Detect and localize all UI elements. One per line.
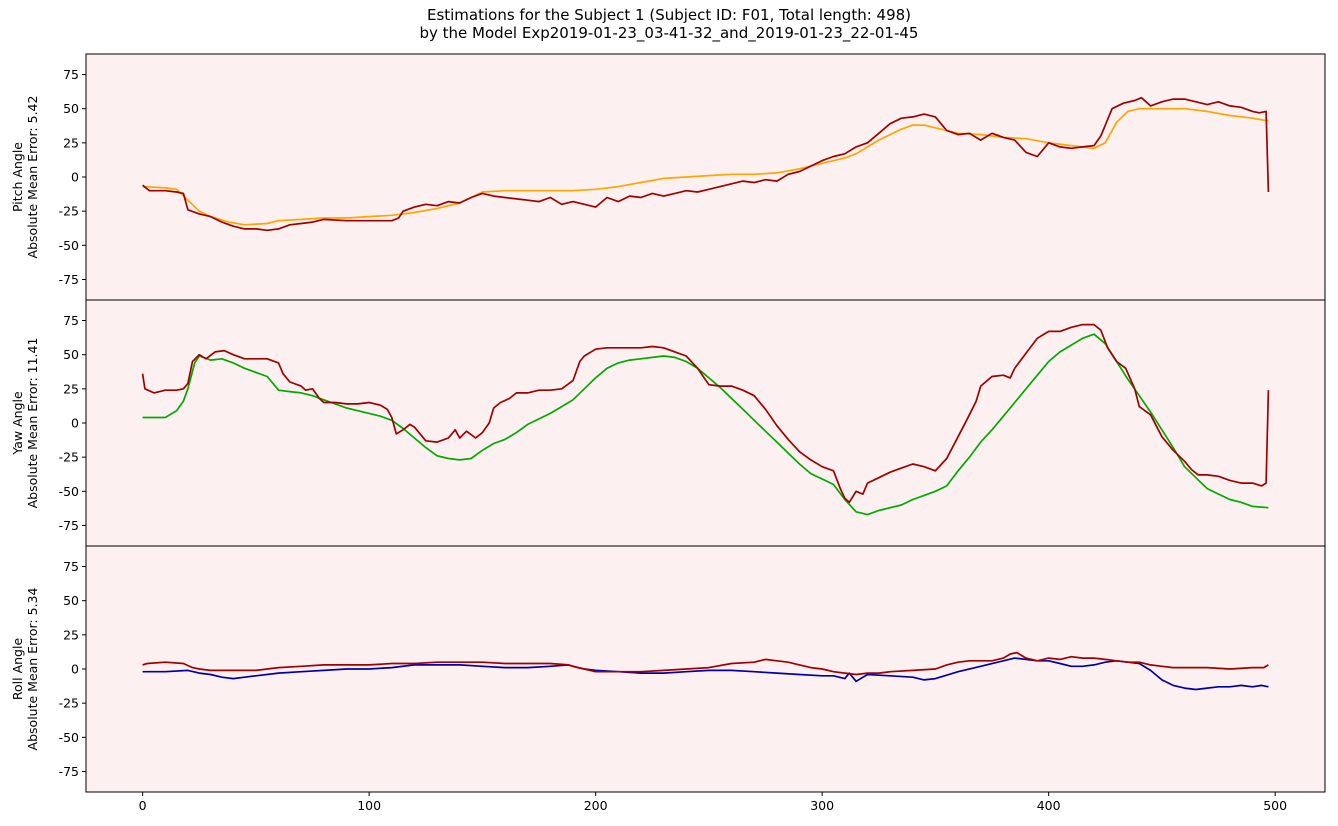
yaw-ytick-label: 0 <box>71 416 79 431</box>
chart-title-line-2: by the Model Exp2019-01-23_03-41-32_and_… <box>420 24 919 43</box>
yaw-panel: -75 -50 -25 0 25 50 75 Yaw AngleAbsolute Mean E… <box>10 299 1326 547</box>
roll-frame <box>85 545 1326 793</box>
pitch-panel: -75 -50 -25 0 25 50 75 Pitch AngleAbsolute Mean… <box>10 53 1326 301</box>
pitch-ytick-label: -25 <box>59 204 79 219</box>
pitch-plot-area <box>86 54 1325 300</box>
roll-truth-line <box>142 657 1269 691</box>
xtick-label: 300 <box>810 798 834 813</box>
yaw-ytick-label: 75 <box>63 313 79 328</box>
pitch-ytick-label: 50 <box>63 101 79 116</box>
roll-prediction-line <box>142 651 1269 676</box>
pitch-ytick-label: -50 <box>59 238 79 253</box>
roll-ylabel: Roll AngleAbsolute Mean Error: 5.34 <box>10 588 40 751</box>
roll-ytick-label: -25 <box>59 696 79 711</box>
xtick-label: 500 <box>1263 798 1287 813</box>
pitch-prediction-line <box>142 96 1270 232</box>
yaw-ytick-label: -25 <box>59 450 79 465</box>
roll-ylabel-line-2: Absolute Mean Error: 5.34 <box>25 588 40 751</box>
chart-title-line-1: Estimations for the Subject 1 (Subject I… <box>427 6 911 24</box>
roll-ylabel-line-1: Roll Angle <box>10 638 25 701</box>
pitch-ytick-label: 25 <box>63 135 79 150</box>
yaw-ytick-label: -50 <box>59 484 79 499</box>
xtick-label: 0 <box>139 798 147 813</box>
xtick-label: 400 <box>1037 798 1061 813</box>
yaw-plot-area <box>86 300 1325 546</box>
yaw-ylabel-line-1: Yaw Angle <box>10 391 25 456</box>
yaw-prediction-line <box>141 323 1270 504</box>
roll-plot-area <box>86 546 1325 792</box>
pitch-ytick-label: 75 <box>63 67 79 82</box>
xtick-label: 200 <box>584 798 608 813</box>
roll-ytick-label: -75 <box>59 764 79 779</box>
roll-ytick-label: -50 <box>59 730 79 745</box>
pitch-truth-line <box>142 107 1269 226</box>
pitch-ylabel-line-1: Pitch Angle <box>10 142 25 212</box>
roll-ytick-label: 75 <box>63 559 79 574</box>
pitch-ytick-label: 0 <box>71 170 79 185</box>
roll-panel: -75 -50 -25 0 25 50 75 Roll AngleAbsolute Mean … <box>10 545 1326 793</box>
yaw-ylabel: Yaw AngleAbsolute Mean Error: 11.41 <box>10 338 40 509</box>
yaw-truth-line <box>142 333 1269 516</box>
yaw-ytick-label: -75 <box>59 518 79 533</box>
yaw-ylabel-line-2: Absolute Mean Error: 11.41 <box>25 338 40 509</box>
roll-ytick-label: 0 <box>71 662 79 677</box>
yaw-ytick-label: 50 <box>63 347 79 362</box>
roll-ytick-label: 50 <box>63 593 79 608</box>
roll-ytick-label: 25 <box>63 627 79 642</box>
yaw-ytick-label: 25 <box>63 381 79 396</box>
xtick-label: 100 <box>357 798 381 813</box>
pitch-ylabel: Pitch AngleAbsolute Mean Error: 5.42 <box>10 96 40 259</box>
pitch-ytick-label: -75 <box>59 272 79 287</box>
pitch-ylabel-line-2: Absolute Mean Error: 5.42 <box>25 96 40 259</box>
